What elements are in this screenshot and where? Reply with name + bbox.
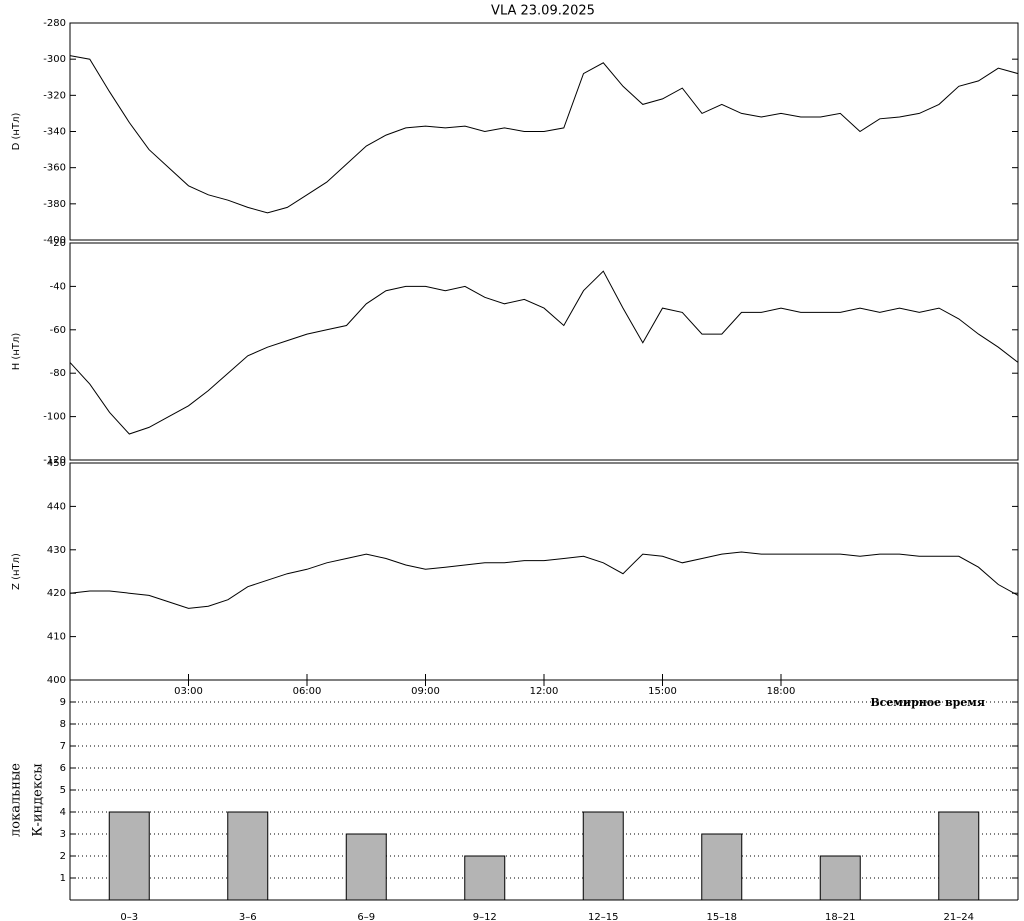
y-axis-label: локальные <box>9 763 24 837</box>
y-tick-label: 1 <box>60 873 66 884</box>
x-tick-label: 03:00 <box>174 686 203 697</box>
y-tick-label: 9 <box>60 697 66 708</box>
data-line <box>69 551 1019 609</box>
y-tick-label: 6 <box>60 763 66 774</box>
x-tick-label: 18:00 <box>767 686 796 697</box>
y-tick-label: 2 <box>60 851 66 862</box>
x-tick-label: 15–18 <box>707 912 737 921</box>
y-axis-label: К-индексы <box>31 763 46 836</box>
x-tick-label: 3–6 <box>239 912 257 921</box>
x-tick-label: 09:00 <box>411 686 440 697</box>
bar <box>345 833 387 901</box>
y-tick-label: -120 <box>43 455 66 466</box>
y-tick-label: 420 <box>47 588 66 599</box>
panel-frame <box>69 242 1019 461</box>
y-tick-label: -360 <box>43 163 66 174</box>
x-tick-label: 21–24 <box>944 912 974 921</box>
y-tick-label: -300 <box>43 54 66 65</box>
y-axis-label: D (нТл) <box>11 113 22 151</box>
y-tick-label: 8 <box>60 719 66 730</box>
y-tick-label: -400 <box>43 235 66 246</box>
bar <box>227 811 269 901</box>
y-tick-label: -340 <box>43 127 66 138</box>
y-axis-label: H (нТл) <box>11 333 22 371</box>
x-tick-label: 12:00 <box>530 686 559 697</box>
x-tick-label: 18–21 <box>825 912 855 921</box>
bar <box>582 811 624 901</box>
bar <box>819 855 861 901</box>
y-tick-label: 4 <box>60 807 66 818</box>
y-tick-label: -100 <box>43 412 66 423</box>
y-tick-label: -60 <box>50 325 66 336</box>
y-tick-label: -380 <box>43 199 66 210</box>
data-line <box>69 55 1019 214</box>
y-tick-label: 5 <box>60 785 66 796</box>
chart-title: VLA 23.09.2025 <box>491 4 595 19</box>
y-tick-label: -40 <box>50 281 66 292</box>
x-tick-label: 0–3 <box>120 912 138 921</box>
y-tick-label: 400 <box>47 675 66 686</box>
bar <box>701 833 743 901</box>
bar <box>464 855 506 901</box>
x-tick-label: 9–12 <box>473 912 497 921</box>
y-tick-label: -20 <box>50 238 66 249</box>
y-axis-label: Z (нТл) <box>11 553 22 590</box>
x-tick-label: 6–9 <box>357 912 375 921</box>
y-tick-label: -80 <box>50 368 66 379</box>
panel-frame <box>69 462 1019 681</box>
y-tick-label: 440 <box>47 501 66 512</box>
y-tick-label: 7 <box>60 741 66 752</box>
y-tick-label: 410 <box>47 632 66 643</box>
y-tick-label: 430 <box>47 545 66 556</box>
bar <box>108 811 150 901</box>
x-tick-label: 06:00 <box>293 686 322 697</box>
x-axis-label: Всемирное время <box>870 696 985 709</box>
y-tick-label: 3 <box>60 829 66 840</box>
y-tick-label: 450 <box>47 458 66 469</box>
bar <box>938 811 980 901</box>
data-line <box>69 270 1019 435</box>
x-tick-label: 12–15 <box>588 912 618 921</box>
x-tick-label: 15:00 <box>648 686 677 697</box>
y-tick-label: -320 <box>43 90 66 101</box>
y-tick-label: -280 <box>43 18 66 29</box>
